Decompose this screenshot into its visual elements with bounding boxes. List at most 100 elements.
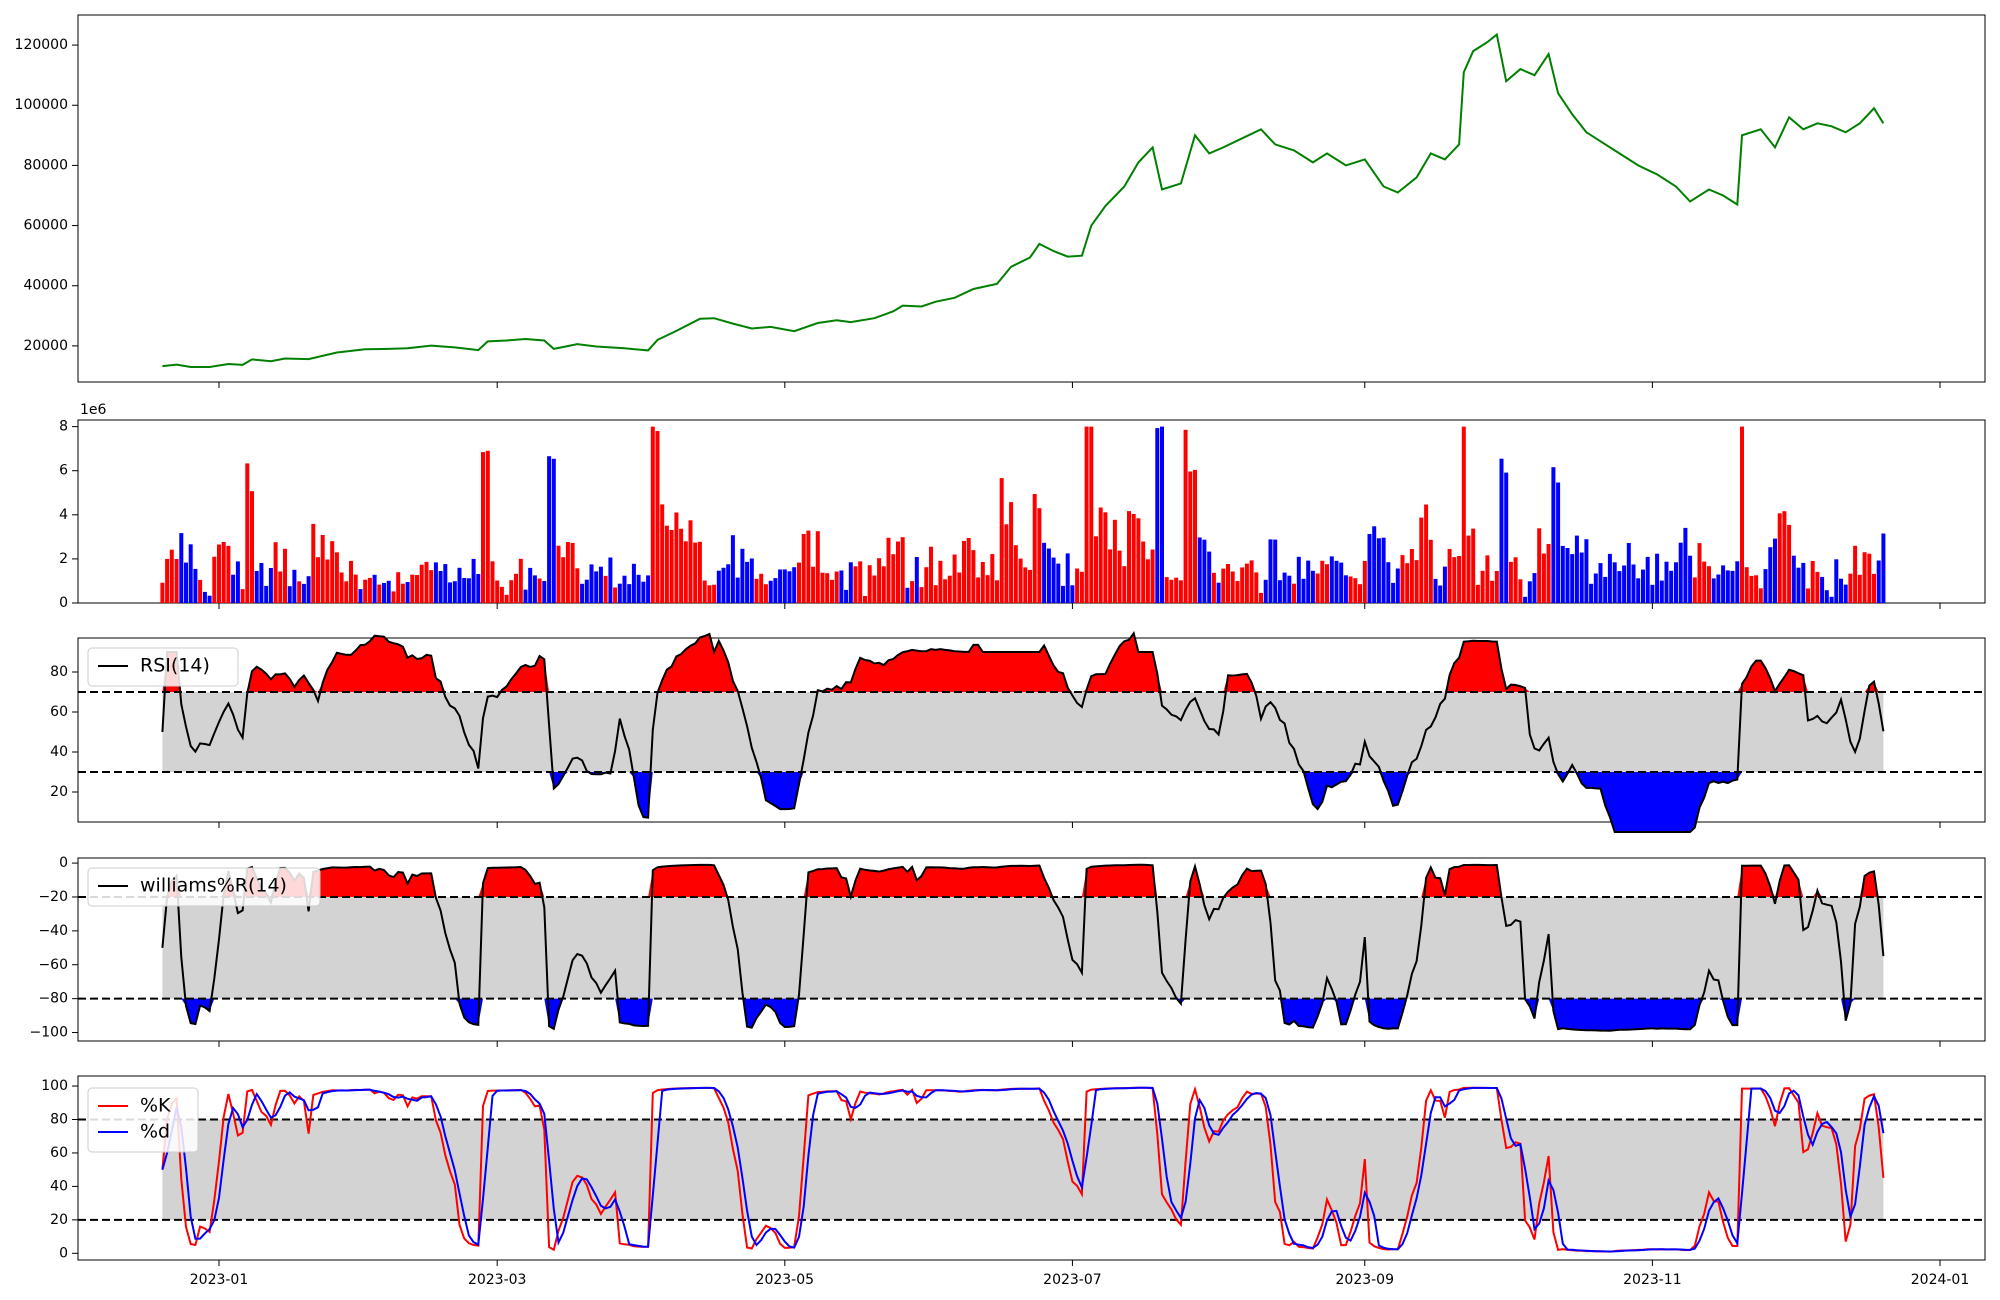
volume-bar	[1537, 528, 1542, 603]
volume-bar	[1155, 428, 1160, 603]
volume-bar	[1839, 578, 1843, 603]
y-tick-label: 80	[50, 1111, 68, 1127]
volume-bar	[1872, 573, 1876, 603]
volume-bar	[556, 545, 561, 603]
volume-bar	[1777, 513, 1782, 603]
volume-bar	[938, 560, 943, 603]
volume-bar	[1301, 578, 1306, 603]
y-tick-label: 40000	[23, 278, 68, 294]
x-tick-label: 2023-11	[1623, 1272, 1682, 1288]
volume-bar	[1094, 536, 1098, 603]
volume-bar	[306, 576, 311, 603]
volume-bar	[1438, 585, 1443, 603]
volume-bar	[198, 579, 203, 603]
volume-bar	[1806, 588, 1810, 603]
volume-bar	[1178, 580, 1183, 603]
volume-bar	[1735, 561, 1740, 603]
volume-bar	[377, 584, 382, 603]
volume-bar	[1801, 562, 1806, 603]
volume-bar	[1310, 570, 1315, 603]
volume-bar	[316, 557, 320, 603]
x-tick-label: 2023-05	[756, 1272, 815, 1288]
volume-bar	[1725, 570, 1730, 603]
volume-bar	[1160, 426, 1164, 603]
volume-bar	[1051, 557, 1056, 603]
volume-bar	[438, 571, 443, 603]
volume-bar	[509, 580, 514, 603]
volume-bar	[962, 540, 966, 603]
volume-bar	[1405, 563, 1410, 603]
volume-bar	[1136, 518, 1141, 603]
volume-bar	[763, 584, 768, 603]
volume-bar	[353, 574, 358, 603]
volume-bar	[1216, 582, 1221, 603]
volume-bar	[1490, 580, 1495, 603]
volume-bar	[1556, 482, 1561, 603]
volume-bar	[1306, 560, 1311, 603]
volume-bar	[1659, 580, 1664, 603]
volume-bar	[1268, 539, 1273, 603]
volume-bar	[1056, 563, 1061, 603]
volume-bar	[980, 562, 985, 603]
volume-bar	[518, 558, 523, 603]
volume-bar	[688, 520, 693, 603]
volume-bar	[811, 566, 816, 603]
volume-bar	[1711, 578, 1716, 603]
volume-bar	[1013, 545, 1018, 603]
volume-bar	[797, 562, 801, 603]
volume-bar	[1716, 574, 1721, 603]
volume-bar	[613, 587, 618, 603]
volume-bar	[1376, 538, 1381, 603]
volume-bar	[254, 571, 259, 603]
volume-bar	[1758, 588, 1763, 603]
volume-bar	[311, 523, 316, 603]
volume-bar	[452, 581, 457, 603]
volume-bar	[1485, 555, 1490, 603]
volume-bar	[990, 554, 995, 603]
volume-bar	[212, 556, 217, 603]
volume-bar	[1023, 567, 1028, 603]
volume-bar	[1122, 566, 1127, 603]
volume-bar	[735, 577, 740, 603]
volume-bar	[1240, 567, 1245, 603]
y-tick-label: −20	[38, 889, 68, 905]
volume-bar	[589, 564, 594, 603]
volume-bar	[1480, 570, 1485, 603]
volume-bar	[1075, 568, 1080, 603]
volume-bar	[1131, 514, 1136, 603]
y-tick-label: 80000	[23, 157, 68, 173]
volume-bar	[485, 450, 490, 603]
volume-bar	[1259, 592, 1263, 603]
volume-bar	[1428, 539, 1433, 603]
volume-bar	[594, 571, 599, 603]
volume-bar	[1273, 539, 1278, 603]
volume-bar	[551, 458, 556, 603]
volume-bar	[1607, 553, 1612, 603]
volume-bar	[1740, 426, 1744, 603]
volume-bar	[1042, 542, 1047, 603]
volume-bar	[561, 557, 566, 603]
volume-bar	[1678, 542, 1683, 603]
volume-bar	[1655, 553, 1660, 603]
volume-bar	[367, 577, 372, 603]
volume-bar	[584, 579, 589, 603]
volume-bar	[471, 558, 476, 603]
volume-bar	[1150, 549, 1155, 603]
volume-bar	[881, 566, 886, 603]
volume-bar	[391, 591, 396, 603]
volume-bar	[1070, 585, 1075, 603]
volume-bar	[617, 583, 622, 603]
volume-bar	[1343, 575, 1348, 603]
y-tick-label: 100	[41, 1078, 68, 1094]
volume-bar	[268, 568, 273, 603]
volume-bar	[462, 578, 467, 603]
volume-bar	[1523, 596, 1528, 603]
volume-bar	[1815, 571, 1820, 603]
volume-bar	[886, 537, 891, 603]
y-tick-label: 0	[59, 1245, 68, 1261]
volume-bar	[966, 538, 971, 603]
volume-bar	[891, 554, 896, 603]
volume-bar	[896, 541, 900, 603]
volume-bar	[1282, 572, 1287, 603]
oversold-fill	[162, 772, 1884, 832]
